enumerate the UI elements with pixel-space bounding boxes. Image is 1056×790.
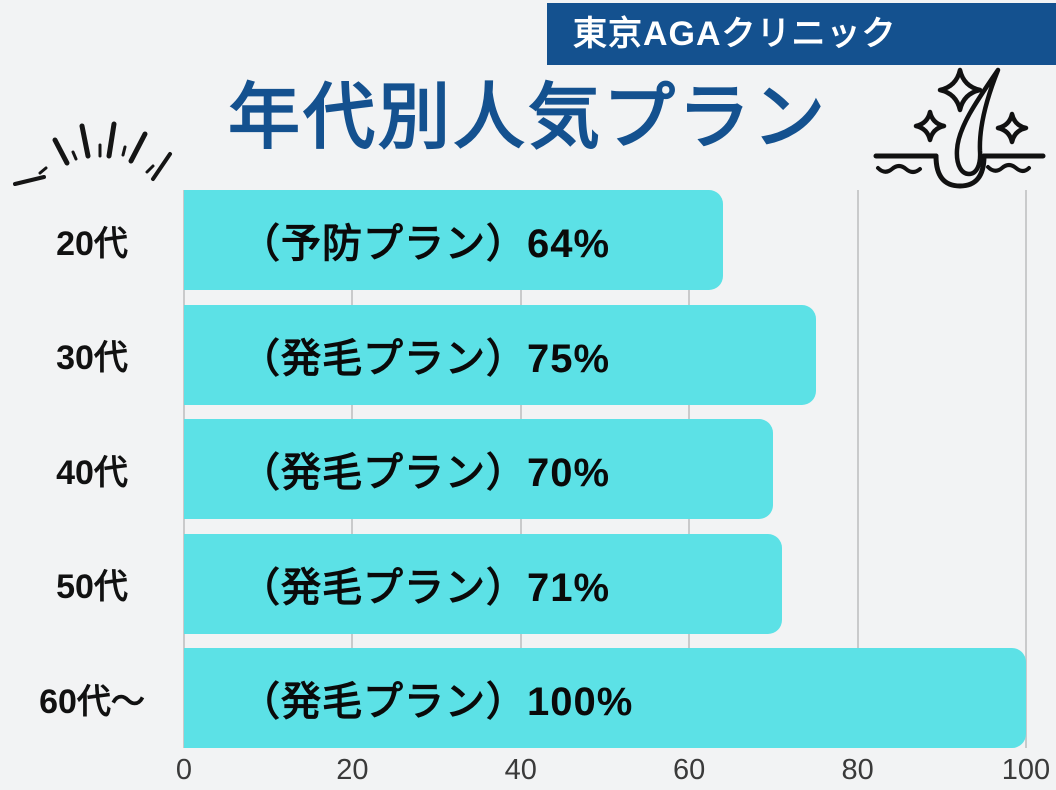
x-tick-label: 20 [336,754,369,786]
page-title: 年代別人気プラン [227,78,828,158]
bar-label: （発毛プラン）71% [240,565,611,610]
hair-follicle-icon [873,67,1046,189]
category-label: 20代 [56,224,128,263]
bar-20代: （予防プラン）64% [184,190,723,290]
clinic-badge-label: 東京AGAクリニック [573,15,897,53]
category-label: 30代 [56,339,128,377]
bar-50代: （発毛プラン）71% [184,533,782,634]
category-label: 50代 [56,568,128,606]
bar-40代: （発毛プラン）70% [184,419,774,519]
x-tick-label: 100 [1001,754,1051,786]
clinic-badge: 東京AGAクリニック [547,3,1056,65]
category-label: 40代 [56,453,128,492]
x-tick-label: 80 [841,754,874,786]
bar-chart-plot-area: （予防プラン）64% （発毛プラン）75% （発毛プラン）70% （発毛プラン）71%… [183,190,1027,748]
bar-label: （予防プラン）64% [240,222,611,266]
bar-label: （発毛プラン）70% [240,451,611,495]
category-label: 60代〜 [39,682,145,721]
category-label-column: 20代 30代 40代 50代 60代〜 [0,190,184,748]
bar-rows: （予防プラン）64% （発毛プラン）75% （発毛プラン）70% （発毛プラン）71%… [184,190,1026,748]
bar-label: （発毛プラン）75% [240,336,611,381]
x-tick-label: 40 [504,754,537,786]
x-tick-label: 60 [673,754,706,786]
bar-30代: （発毛プラン）75% [184,304,816,405]
bar-label: （発毛プラン）100% [240,680,634,724]
x-tick-label: 0 [175,754,193,786]
rays-doodle-icon [13,121,172,186]
bar-60代〜: （発毛プラン）100% [184,648,1026,748]
gridline-80 [856,190,859,748]
gridline-100 [1025,190,1027,748]
x-axis: 0 20 40 60 80 100 [176,752,1050,788]
